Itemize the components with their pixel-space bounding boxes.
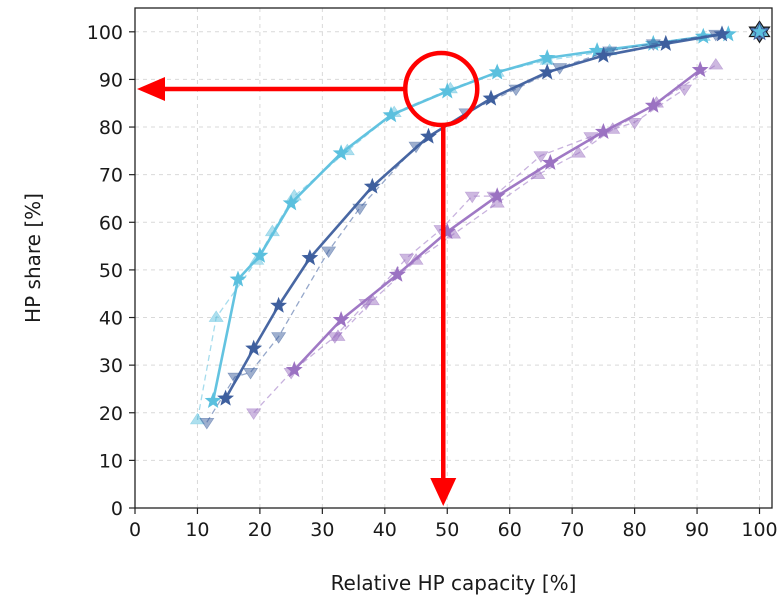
data-point (408, 253, 424, 265)
data-point (648, 96, 665, 108)
x-tick-label: 40 (373, 519, 397, 541)
x-tick-label: 80 (623, 519, 647, 541)
data-point (530, 167, 546, 179)
data-point (264, 224, 280, 237)
data-point (677, 84, 693, 97)
y-tick-label: 0 (111, 498, 123, 520)
x-tick-label: 30 (310, 519, 334, 541)
data-point (408, 141, 424, 154)
data-point (482, 89, 500, 106)
data-point (321, 246, 337, 259)
series-4 (199, 29, 724, 430)
data-point (691, 61, 709, 78)
data-point (538, 63, 556, 80)
series-line (253, 88, 685, 414)
data-point (242, 367, 259, 380)
endpoint-star (749, 21, 770, 41)
data-point (301, 249, 319, 266)
series-3 (217, 25, 731, 406)
series-5 (285, 61, 709, 378)
data-point (464, 191, 480, 204)
x-tick-label: 60 (498, 519, 522, 541)
y-tick-label: 40 (99, 308, 123, 330)
y-tick-label: 80 (99, 117, 123, 139)
x-tick-label: 10 (185, 519, 209, 541)
data-point (283, 367, 299, 380)
data-point (217, 389, 235, 406)
data-point (708, 29, 724, 42)
data-point (602, 46, 618, 59)
data-point (386, 105, 402, 118)
data-point (442, 81, 458, 94)
data-point (570, 146, 586, 158)
data-point (245, 339, 263, 356)
y-tick-label: 50 (99, 260, 123, 282)
arrow-down-head (430, 478, 457, 506)
y-tick-label: 10 (99, 450, 123, 472)
data-point (508, 84, 524, 97)
data-point (286, 188, 302, 201)
axis-ticks: 0 10 20 30 40 50 60 70 80 90 100 0 10 20 30 40 50 60 70 80 9… (87, 22, 778, 541)
annotation (137, 50, 480, 506)
x-tick-label: 100 (741, 519, 777, 541)
series-7 (330, 57, 724, 341)
data-point (246, 408, 262, 420)
y-tick-label: 70 (99, 165, 123, 187)
y-tick-label: 100 (87, 22, 123, 44)
data-point (229, 270, 247, 287)
y-tick-label: 90 (99, 69, 123, 91)
data-point (541, 153, 559, 170)
series-1 (204, 25, 737, 408)
data-point (489, 196, 505, 208)
x-tick-label: 20 (248, 519, 272, 541)
y-tick-label: 60 (99, 212, 123, 234)
data-point (708, 57, 724, 70)
data-point (199, 417, 215, 430)
endpoint-markers (748, 20, 771, 44)
grid-lines (134, 8, 772, 509)
data-point (489, 65, 505, 77)
data-point (352, 203, 368, 216)
data-point (249, 253, 265, 265)
series-line (293, 68, 701, 371)
plot-frame (134, 7, 773, 509)
x-tick-label: 50 (435, 519, 459, 541)
y-axis-label: HP share [%] (21, 193, 45, 323)
data-point (445, 226, 462, 239)
data-point (270, 296, 287, 313)
data-point (645, 39, 661, 51)
series-layer (189, 25, 737, 430)
x-axis-label: Relative HP capacity [%] (331, 571, 577, 595)
data-point (227, 372, 243, 385)
data-point (363, 177, 381, 194)
y-tick-label: 30 (99, 355, 123, 377)
x-tick-label: 90 (685, 519, 709, 541)
data-point (533, 151, 549, 163)
data-point (657, 34, 675, 51)
data-point (339, 143, 355, 156)
data-point (399, 253, 415, 266)
data-point (332, 311, 350, 328)
data-point (208, 310, 224, 322)
data-point (204, 392, 222, 408)
series-line (337, 64, 717, 338)
data-point (271, 332, 287, 344)
data-point (364, 293, 380, 306)
x-tick-label: 0 (129, 519, 141, 541)
data-point (605, 122, 621, 134)
data-point (627, 117, 643, 130)
data-point (552, 63, 568, 75)
arrow-left-head (137, 76, 165, 101)
x-tick-label: 70 (560, 519, 584, 541)
data-point (583, 132, 599, 144)
y-tick-label: 20 (99, 403, 123, 425)
data-point (330, 329, 346, 341)
